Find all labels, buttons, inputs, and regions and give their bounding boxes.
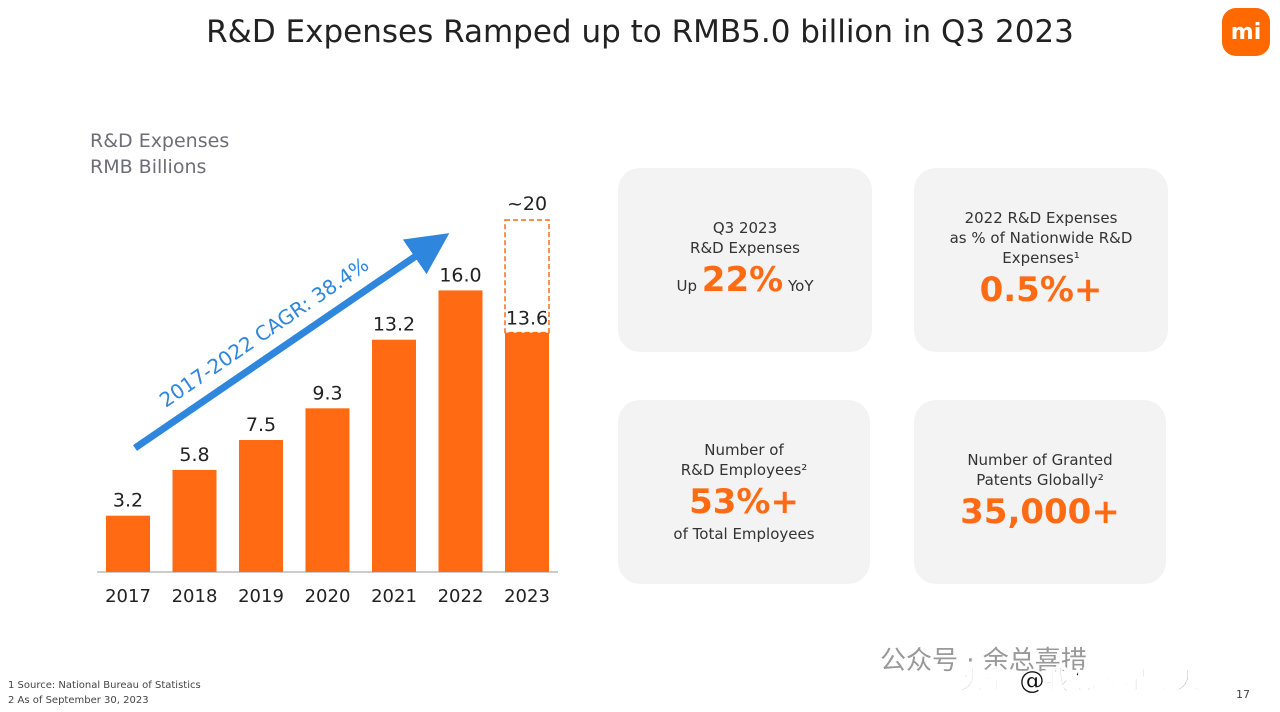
card-rd-employees: Number of R&D Employees² 53%+ of Total E… xyxy=(618,400,870,584)
card-value: 53%+ xyxy=(689,482,799,522)
card-text: of Total Employees xyxy=(673,525,815,543)
footnote-2: 2 As of September 30, 2023 xyxy=(8,695,149,706)
watermark-toutiao: 头条 @我想要星期天 xyxy=(957,666,1202,697)
card-text: 2022 R&D Expenses xyxy=(964,209,1118,227)
bar-2021 xyxy=(372,339,416,572)
watermark-wechat: 公众号 · 余总喜措 xyxy=(880,646,1087,676)
card-value: 35,000+ xyxy=(960,492,1120,532)
bar-2023 xyxy=(505,332,549,572)
card-text: Q3 2023 xyxy=(712,219,778,237)
card-q3-growth: Q3 2023 R&D Expenses Up 22% YoY xyxy=(618,168,872,352)
growth-arrow xyxy=(133,233,450,451)
x-tick-label: 2022 xyxy=(438,586,484,607)
card-text: YoY xyxy=(787,277,814,295)
x-tick-label: 2019 xyxy=(238,586,284,607)
page-number: 17 xyxy=(1236,688,1250,701)
x-tick-label: 2023 xyxy=(504,586,550,607)
card-text: as % of Nationwide R&D xyxy=(949,229,1133,247)
value-label: 9.3 xyxy=(312,382,342,404)
card-value: 22% xyxy=(701,260,784,300)
card-nationwide-share: 2022 R&D Expenses as % of Nationwide R&D… xyxy=(914,168,1168,352)
x-tick-label: 2021 xyxy=(371,586,417,607)
chart-title: R&D Expenses xyxy=(90,130,230,152)
value-label: 3.2 xyxy=(113,490,143,512)
card-text: Number of Granted xyxy=(967,451,1113,469)
x-tick-label: 2020 xyxy=(305,586,351,607)
card-text: R&D Expenses xyxy=(690,239,800,257)
bar-2017 xyxy=(106,515,150,572)
bar-2020 xyxy=(305,408,350,572)
value-label: 13.2 xyxy=(373,314,415,336)
card-text: Number of xyxy=(704,441,784,459)
card-text: Up xyxy=(676,277,698,295)
value-label: 5.8 xyxy=(179,444,209,466)
card-value: 0.5%+ xyxy=(979,270,1103,310)
bar-2019 xyxy=(239,440,283,572)
chart-label: R&D Expenses RMB Billions xyxy=(90,128,229,180)
bar-2022 xyxy=(438,290,483,572)
card-text: R&D Employees² xyxy=(680,461,808,479)
value-label: 13.6 xyxy=(506,308,548,330)
x-tick-label: 2018 xyxy=(172,586,218,607)
chart-unit: RMB Billions xyxy=(90,156,207,178)
bar-chart: 2017-2022 CAGR: 38.4% 3.220175.820187.52… xyxy=(97,193,558,607)
card-text: Expenses¹ xyxy=(1002,249,1080,267)
slide-title: R&D Expenses Ramped up to RMB5.0 billion… xyxy=(206,14,1074,50)
value-label: 7.5 xyxy=(246,414,276,436)
x-tick-label: 2017 xyxy=(105,586,151,607)
footnote-1: 1 Source: National Bureau of Statistics xyxy=(8,680,201,691)
estimate-label: ~20 xyxy=(507,193,547,215)
card-text: Patents Globally² xyxy=(976,471,1104,489)
card-patents: Number of Granted Patents Globally² 35,0… xyxy=(914,400,1166,584)
bar-2018 xyxy=(172,469,217,572)
value-label: 16.0 xyxy=(439,264,481,286)
xiaomi-logo: mi xyxy=(1222,8,1270,56)
